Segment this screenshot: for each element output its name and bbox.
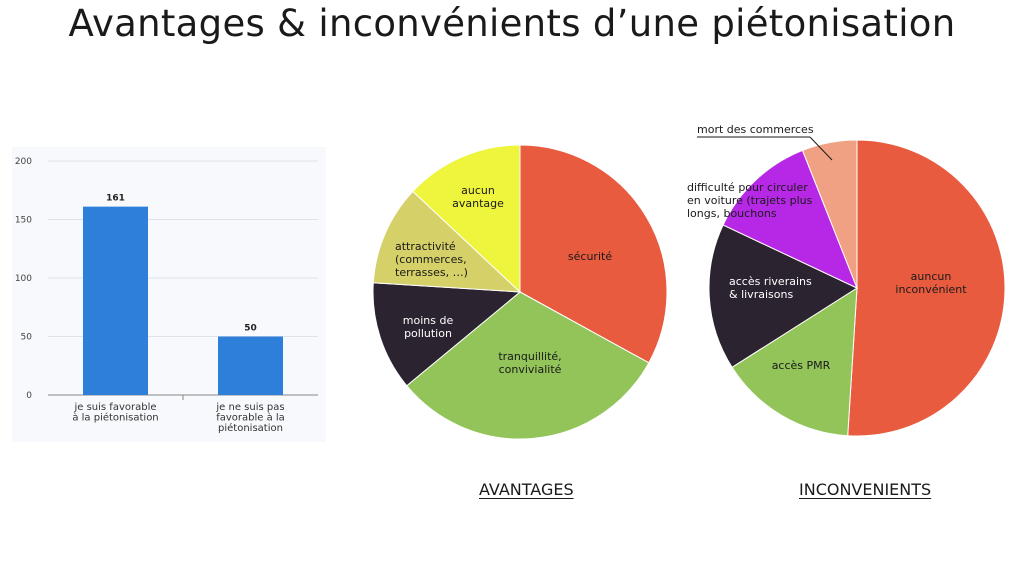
y-tick-label: 200 [15, 157, 32, 167]
pie-slice-label: accès riverains & livraisons [729, 275, 812, 301]
bar [218, 336, 283, 395]
pie-slice-label: difficulté pour circuler en voiture (traj… [687, 181, 813, 220]
pie-slice [519, 144, 668, 364]
bar-data-label: 50 [244, 324, 257, 334]
pie-slice-label: aucun avantage [452, 184, 504, 210]
pie-slice-label: moins de pollution [403, 314, 454, 340]
pie-slice [722, 149, 858, 289]
pie-slice [372, 190, 522, 293]
pie-slice [847, 139, 1006, 437]
x-category-label: je suis favorable à la piétonisation [72, 402, 158, 424]
bar-data-label: 161 [106, 194, 125, 204]
pie-slice-label: mort des commerces [697, 123, 814, 136]
bar [83, 206, 148, 395]
pie-slice [708, 224, 859, 368]
pie-slice [412, 144, 521, 294]
pie-slice [731, 287, 858, 437]
x-category-label: je ne suis pas favorable à la piétonisatio… [215, 402, 284, 434]
y-tick-label: 150 [15, 216, 32, 226]
leader-line [809, 136, 833, 161]
pie-slice [406, 291, 650, 440]
y-tick-label: 0 [26, 391, 32, 401]
bar-chart: 0 50 100 150 200 161 je suis favorable à la pié… [15, 157, 318, 434]
pie-slice-label: accès PMR [772, 359, 831, 372]
pie-slice-label: auncun inconvénient [895, 270, 967, 296]
pie-slice-label: tranquillité, convivialité [498, 350, 561, 376]
pie-slice [801, 139, 858, 289]
pie-slice-label: attractivité (commerces, terrasses, …) [395, 240, 468, 279]
pie-slice [372, 282, 522, 387]
y-tick-label: 50 [21, 333, 33, 343]
pie-slice-label: sécurité [568, 250, 612, 263]
pie-caption-inconvenients: INCONVENIENTS [799, 480, 932, 499]
y-tick-label: 100 [15, 274, 32, 284]
page-title: Avantages & inconvénients d’une piétonis… [68, 2, 956, 45]
pie-caption-avantages: AVANTAGES [479, 480, 574, 499]
bar-chart-panel: 0 50 100 150 200 161 je suis favorable à la pié… [12, 147, 326, 442]
